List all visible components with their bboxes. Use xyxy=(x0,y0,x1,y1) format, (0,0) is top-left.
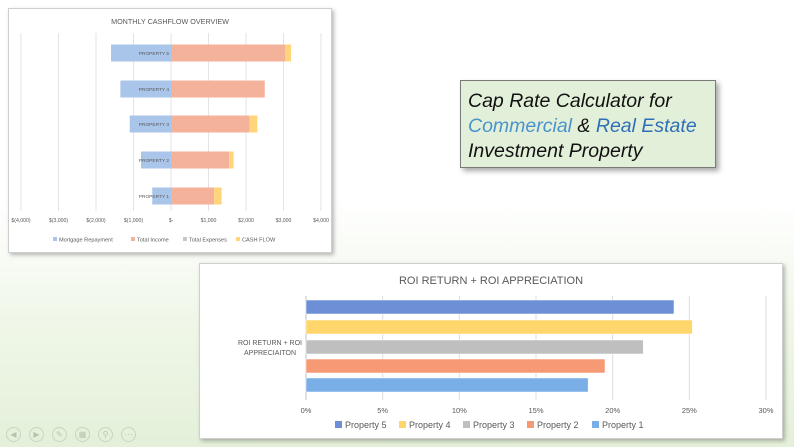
title-word-commercial: Commercial xyxy=(468,115,573,137)
cashflow-bar-income xyxy=(171,115,250,133)
roi-x-tick: 10% xyxy=(452,406,467,415)
cashflow-bar-income xyxy=(171,151,230,169)
roi-x-tick: 15% xyxy=(528,406,543,415)
roi-legend-label: Property 5 xyxy=(345,420,387,430)
title-line-3: Investment Property xyxy=(468,140,643,162)
roi-bar xyxy=(305,358,606,374)
cashflow-legend-swatch xyxy=(236,237,240,241)
cashflow-x-tick: $4,000 xyxy=(313,218,329,224)
more-options-icon[interactable]: ⋯ xyxy=(121,427,136,442)
roi-legend-swatch xyxy=(335,421,342,428)
cashflow-x-tick: $3,000 xyxy=(276,218,292,224)
cashflow-x-tick: $(1,000) xyxy=(124,218,144,224)
cashflow-bar-cashflow xyxy=(229,151,234,169)
roi-chart-panel[interactable]: ROI RETURN + ROI APPRECIATION 0% 5% 10% 15% 2… xyxy=(199,263,783,439)
cashflow-bar-income xyxy=(171,187,215,205)
cashflow-category-label: PROPERTY 5 xyxy=(139,51,170,57)
roi-x-tick: 30% xyxy=(758,406,773,415)
title-ampersand: & xyxy=(572,115,596,137)
cashflow-legend-swatch xyxy=(53,237,57,241)
cashflow-bar-income xyxy=(171,44,286,62)
cashflow-x-tick: $1,000 xyxy=(201,218,217,224)
cashflow-bar-mortgage xyxy=(120,80,171,98)
cashflow-chart: MONTHLY CASHFLOW OVERVIEW $(4,000) $(3,000… xyxy=(11,17,329,244)
roi-legend-swatch xyxy=(399,421,406,428)
cashflow-legend-label: Total Expenses xyxy=(189,238,227,244)
roi-x-tick: 0% xyxy=(301,406,312,415)
cashflow-category-label: PROPERTY 2 xyxy=(139,158,170,164)
roi-bar xyxy=(305,319,693,335)
roi-category-label-line2: APPRECIAITON xyxy=(244,350,296,357)
cashflow-x-tick: $(3,000) xyxy=(49,218,69,224)
cashflow-category-label: PROPERTY 3 xyxy=(139,122,170,128)
cashflow-x-tick: $(2,000) xyxy=(86,218,106,224)
zoom-icon[interactable]: ⚲ xyxy=(98,427,113,442)
roi-x-tick: 25% xyxy=(682,406,697,415)
cashflow-bar-cashflow xyxy=(285,44,291,62)
cashflow-x-tick: $2,000 xyxy=(238,218,254,224)
cashflow-legend-swatch xyxy=(183,237,187,241)
cashflow-bar-cashflow xyxy=(214,187,222,205)
roi-legend-label: Property 4 xyxy=(409,420,451,430)
roi-bar xyxy=(305,377,589,393)
title-word-real-estate: Real Estate xyxy=(595,115,697,137)
cashflow-bar-cashflow xyxy=(249,115,258,133)
title-line-2: Commercial & Real Estate xyxy=(468,114,715,139)
cashflow-bar-income xyxy=(171,80,265,98)
title-line-1: Cap Rate Calculator for xyxy=(468,90,672,112)
roi-title: ROI RETURN + ROI APPRECIATION xyxy=(399,275,583,287)
cashflow-category-label: PROPERTY 4 xyxy=(139,87,170,93)
cashflow-legend-swatch xyxy=(131,237,135,241)
roi-x-tick: 5% xyxy=(377,406,388,415)
slide-controls: ◀ ▶ ✎ ▦ ⚲ ⋯ xyxy=(6,424,144,442)
roi-legend-swatch xyxy=(463,421,470,428)
cashflow-x-tick: $(4,000) xyxy=(11,218,31,224)
cashflow-title: MONTHLY CASHFLOW OVERVIEW xyxy=(111,17,229,26)
cashflow-legend-label: Total Income xyxy=(137,238,169,244)
cashflow-category-label: PROPERTY 1 xyxy=(139,194,170,200)
pen-icon[interactable]: ✎ xyxy=(52,427,67,442)
roi-category-label-line1: ROI RETURN + ROI xyxy=(238,340,302,347)
cashflow-legend-label: Mortgage Repayment xyxy=(59,238,113,244)
roi-chart: ROI RETURN + ROI APPRECIATION 0% 5% 10% 15% 2… xyxy=(238,275,774,430)
cashflow-bar-mortgage xyxy=(141,151,171,169)
roi-legend-label: Property 1 xyxy=(602,420,644,430)
roi-bar xyxy=(305,299,675,315)
cashflow-bar-mortgage xyxy=(152,187,171,205)
roi-bar xyxy=(305,339,644,355)
roi-x-tick: 20% xyxy=(605,406,620,415)
previous-slide-icon[interactable]: ◀ xyxy=(6,427,21,442)
slides-grid-icon[interactable]: ▦ xyxy=(75,427,90,442)
roi-legend-swatch xyxy=(592,421,599,428)
title-card[interactable]: Cap Rate Calculator for Commercial & Rea… xyxy=(460,80,716,168)
roi-legend-swatch xyxy=(527,421,534,428)
cashflow-legend-label: CASH FLOW xyxy=(242,238,276,244)
roi-legend-label: Property 2 xyxy=(537,420,579,430)
cashflow-x-tick: $- xyxy=(169,218,174,224)
cashflow-bar-mortgage xyxy=(129,115,171,133)
roi-legend-label: Property 3 xyxy=(473,420,515,430)
cashflow-chart-panel[interactable]: MONTHLY CASHFLOW OVERVIEW $(4,000) $(3,000… xyxy=(8,8,332,253)
cashflow-bar-mortgage xyxy=(111,44,171,62)
next-slide-icon[interactable]: ▶ xyxy=(29,427,44,442)
